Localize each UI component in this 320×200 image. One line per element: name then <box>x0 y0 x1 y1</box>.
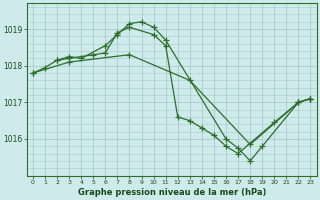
X-axis label: Graphe pression niveau de la mer (hPa): Graphe pression niveau de la mer (hPa) <box>77 188 266 197</box>
